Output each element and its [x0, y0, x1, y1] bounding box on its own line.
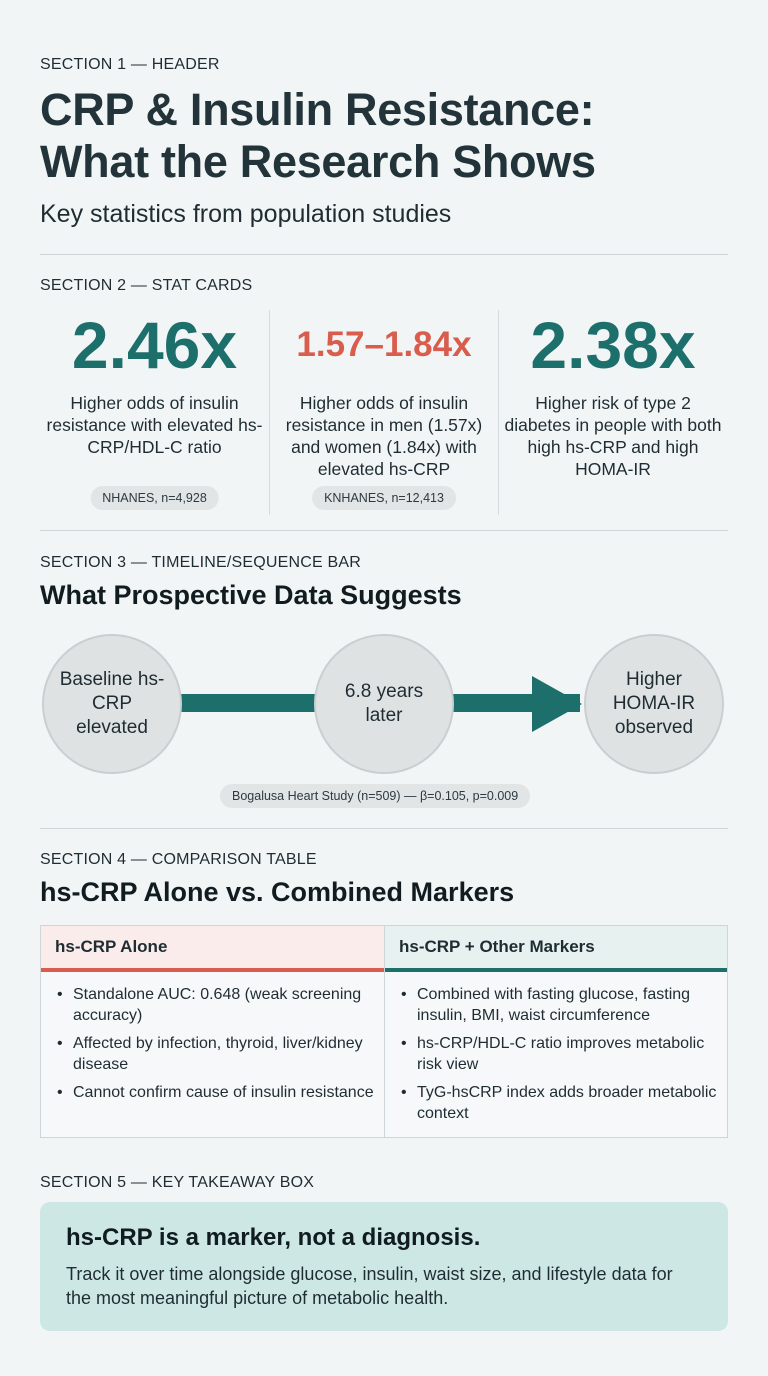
timeline-step: Baseline hs-CRP elevated: [42, 634, 182, 774]
stat-card: 2.38x Higher risk of type 2 diabetes in …: [498, 310, 727, 515]
stat-value: 1.57–1.84x: [296, 325, 472, 364]
comparison-heading: hs-CRP Alone vs. Combined Markers: [40, 877, 515, 907]
takeaway-body: Track it over time alongside glucose, in…: [66, 1264, 673, 1308]
timeline-source-badge: Bogalusa Heart Study (n=509) — β=0.105, …: [220, 784, 531, 808]
column-header: hs-CRP Alone: [41, 926, 384, 972]
page-title: CRP & Insulin Resistance: What the Resea…: [40, 84, 596, 188]
comparison-table: hs-CRP Alone Standalone AUC: 0.648 (weak…: [40, 925, 728, 1138]
page-subtitle: Key statistics from population studies: [40, 200, 452, 228]
stat-value: 2.38x: [530, 308, 696, 382]
stat-source-badge: KNHANES, n=12,413: [312, 486, 456, 510]
stat-source-badge: NHANES, n=4,928: [90, 486, 219, 510]
stat-card: 2.46x Higher odds of insulin resistance …: [40, 310, 269, 515]
list-item: TyG-hsCRP index adds broader metabolic c…: [399, 1082, 717, 1124]
section-label-timeline: SECTION 3 — TIMELINE/SEQUENCE BAR: [40, 554, 362, 571]
divider: [40, 530, 728, 531]
comparison-column-right: hs-CRP + Other Markers Combined with fas…: [384, 926, 727, 1137]
section-label-takeaway: SECTION 5 — KEY TAKEAWAY BOX: [40, 1174, 315, 1191]
timeline-heading: What Prospective Data Suggests: [40, 580, 462, 610]
timeline-step: Higher HOMA-IR observed: [584, 634, 724, 774]
arrow-right-icon: [532, 676, 582, 732]
bullet-list: Combined with fasting glucose, fasting i…: [385, 972, 727, 1124]
list-item: Affected by infection, thyroid, liver/ki…: [55, 1033, 374, 1075]
stat-value: 2.46x: [71, 308, 238, 382]
list-item: Combined with fasting glucose, fasting i…: [399, 984, 717, 1026]
page-title-line-1: CRP & Insulin Resistance:: [40, 84, 595, 135]
list-item: Standalone AUC: 0.648 (weak screening ac…: [55, 984, 374, 1026]
bullet-list: Standalone AUC: 0.648 (weak screening ac…: [41, 972, 384, 1103]
section-label-header: SECTION 1 — HEADER: [40, 56, 220, 73]
stat-description: Higher odds of insulin resistance in men…: [285, 393, 483, 479]
list-item: hs-CRP/HDL-C ratio improves metabolic ri…: [399, 1033, 717, 1075]
section-label-comparison: SECTION 4 — COMPARISON TABLE: [40, 851, 317, 868]
section-label-stat-cards: SECTION 2 — STAT CARDS: [40, 277, 253, 294]
timeline-step: 6.8 years later: [314, 634, 454, 774]
timeline: Baseline hs-CRP elevated 6.8 years later…: [40, 634, 728, 774]
stat-cards: 2.46x Higher odds of insulin resistance …: [40, 310, 728, 515]
page-title-line-2: What the Research Shows: [40, 136, 596, 187]
comparison-column-left: hs-CRP Alone Standalone AUC: 0.648 (weak…: [41, 926, 384, 1137]
stat-description: Higher odds of insulin resistance with e…: [46, 393, 263, 457]
key-takeaway-box: hs-CRP is a marker, not a diagnosis. Tra…: [40, 1202, 728, 1331]
stat-card: 1.57–1.84x Higher odds of insulin resist…: [269, 310, 498, 515]
divider: [40, 828, 728, 829]
stat-description: Higher risk of type 2 diabetes in people…: [504, 393, 722, 479]
list-item: Cannot confirm cause of insulin resistan…: [55, 1082, 374, 1103]
takeaway-heading: hs-CRP is a marker, not a diagnosis.: [66, 1224, 481, 1251]
divider: [40, 254, 728, 255]
column-header: hs-CRP + Other Markers: [385, 926, 727, 972]
